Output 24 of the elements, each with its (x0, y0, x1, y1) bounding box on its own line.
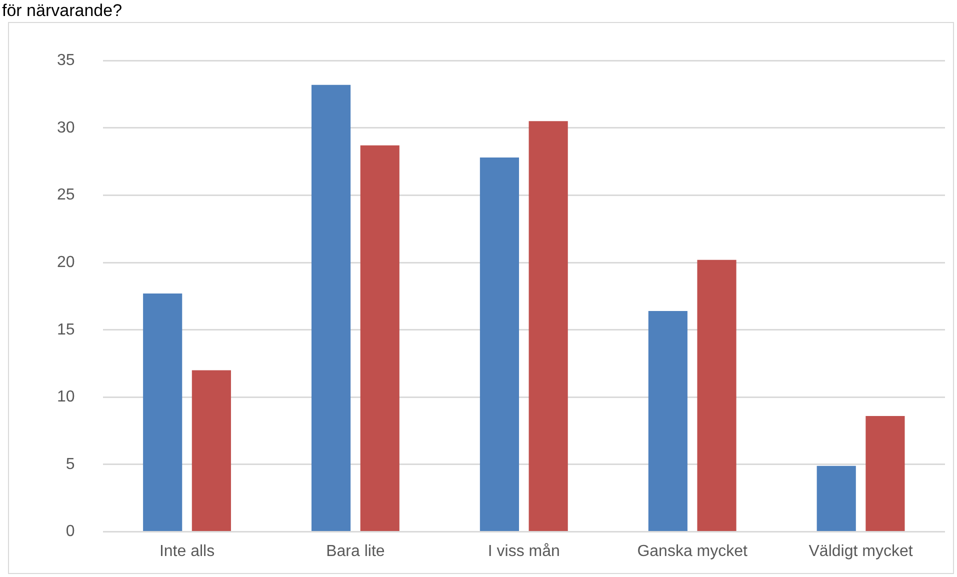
y-tick-label: 0 (66, 523, 75, 540)
x-tick-label: Bara lite (326, 542, 385, 560)
y-tick-label: 20 (57, 254, 75, 271)
bar (648, 311, 688, 532)
y-tick-label: 10 (57, 388, 75, 406)
bar (528, 121, 568, 532)
chart-title: för närvarande? (2, 1, 122, 21)
bar (480, 158, 520, 532)
bar (192, 370, 231, 532)
x-tick-label: Inte alls (159, 542, 215, 560)
bar (816, 466, 856, 532)
x-tick-label: Ganska mycket (637, 542, 748, 560)
y-tick-label: 15 (57, 321, 75, 338)
x-tick-label: I viss mån (488, 542, 560, 560)
bar (697, 260, 736, 532)
y-tick-label: 25 (57, 186, 75, 204)
y-tick-label: 35 (57, 52, 75, 70)
bar (866, 416, 905, 532)
bar (143, 294, 182, 532)
y-tick-label: 30 (57, 119, 75, 136)
y-tick-label: 5 (66, 456, 75, 473)
x-tick-label: Väldigt mycket (808, 542, 914, 560)
bar (311, 84, 351, 532)
bar (360, 145, 400, 532)
